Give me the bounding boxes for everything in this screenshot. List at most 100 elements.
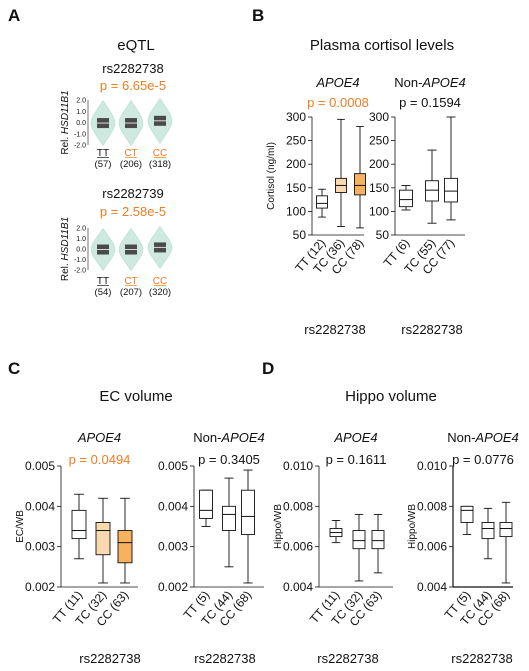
y-tick-label: 300: [286, 110, 306, 124]
boxplot-c-left: APOE4 p = 0.0494 0.002 0.003 0.004 0.005 EC/WB…: [15, 430, 138, 629]
panel-c-left-xlabel: rs2282738: [79, 651, 140, 666]
pvalue-label: p = 0.0494: [69, 452, 131, 467]
box-iqr: [460, 505, 474, 523]
box-cc: CC (63): [94, 497, 133, 629]
eqtl-ytick-label: 2.0: [76, 226, 86, 233]
y-axis-label: Cortisol (ng/ml): [266, 142, 277, 210]
y-tick-label: 0.010: [417, 459, 447, 473]
eqtl-genotype-label: CT: [124, 276, 137, 287]
subplot-title-gene: APOE4: [315, 75, 359, 90]
eqtl-ylabel: Rel. HSD11B1: [60, 217, 71, 281]
box-iqr: [95, 522, 111, 556]
y-tick-label: 0.005: [158, 459, 188, 473]
eqtl-ytick-label: 2.0: [76, 98, 86, 105]
eqtl-ylabel-gene: HSD11B1: [60, 90, 71, 134]
eqtl-genotype-label: CT: [124, 148, 137, 159]
box-iqr: [444, 177, 458, 203]
subplot-title-gene: APOE4: [333, 430, 377, 445]
subplot-title-prefix: Non-: [193, 430, 221, 445]
subplot-title: Non-APOE4: [394, 75, 466, 90]
y-tick-label: 0.004: [158, 499, 188, 513]
box-iqr: [241, 489, 255, 536]
panel-a-title: eQTL: [117, 37, 155, 54]
subplot-title: APOE4: [77, 430, 121, 445]
pvalue-label: p = 0.1594: [399, 95, 461, 110]
panel-letter-d: D: [262, 359, 274, 378]
subplot-title-gene: APOE4: [220, 430, 264, 445]
y-tick-label: 50: [293, 228, 307, 242]
box-iqr: [499, 522, 513, 538]
y-tick-label: 0.002: [158, 580, 188, 594]
y-tick-label: 150: [286, 181, 306, 195]
panel-b-right-xlabel: rs2282738: [401, 322, 462, 337]
subplot-title-prefix: Non-: [394, 75, 422, 90]
panel-letter-b: B: [252, 6, 264, 25]
y-tick-label: 0.010: [283, 459, 313, 473]
y-tick-label: 100: [369, 204, 389, 218]
y-tick-label: 0.008: [283, 499, 313, 513]
eqtl-count-label: (206): [120, 159, 142, 170]
pvalue-label: p = 0.1611: [326, 452, 387, 467]
eqtl-genotype-label: CC: [153, 276, 167, 287]
y-tick-label: 0.008: [417, 499, 447, 513]
eqtl-ylabel-prefix: Rel.: [60, 261, 71, 282]
eqtl-ylabel: Rel. HSD11B1: [60, 90, 71, 154]
panel-d-left-xlabel: rs2282738: [317, 651, 378, 666]
box-tt: TT (11): [50, 493, 87, 626]
eqtl-row-1: rs2282738 p = 6.65e-5 2.0 1.0 0.0 -1.0 -2.0Rel…: [60, 61, 173, 170]
y-axis-label: EC/WB: [15, 510, 26, 543]
subplot-title-prefix: Non-: [447, 430, 475, 445]
y-tick-label: 250: [286, 134, 306, 148]
eqtl-ytick-label: 1.0: [76, 236, 86, 243]
eqtl-count-label: (318): [149, 159, 171, 170]
box-iqr: [199, 489, 213, 519]
boxplot-d-right: Non-APOE4 p = 0.0776 0.004 0.006 0.008 0.010 H…: [407, 430, 519, 629]
box-iqr: [354, 173, 366, 196]
eqtl-ytick-label: -1.0: [74, 131, 86, 138]
y-tick-label: 0.003: [25, 540, 55, 554]
y-tick-label: 0.002: [25, 580, 55, 594]
eqtl-ytick-label: -1.0: [74, 257, 86, 264]
y-tick-label: 50: [376, 228, 390, 242]
panel-letter-c: C: [8, 359, 20, 378]
subplot-title: Non-APOE4: [193, 430, 265, 445]
eqtl-snp-label: rs2282738: [102, 61, 163, 76]
y-tick-label: 0.003: [158, 540, 188, 554]
subplot-title-gene: APOE4: [77, 430, 121, 445]
y-tick-label: 0.006: [417, 540, 447, 554]
panel-c-title: EC volume: [99, 388, 172, 405]
y-tick-label: 0.005: [25, 459, 55, 473]
subplot-title: Non-APOE4: [447, 430, 519, 445]
eqtl-count-label: (320): [149, 287, 171, 298]
eqtl-ytick-label: 1.0: [76, 109, 86, 116]
y-tick-label: 0.004: [25, 499, 55, 513]
subplot-title: APOE4: [333, 430, 377, 445]
eqtl-ylabel-prefix: Rel.: [60, 134, 71, 155]
box-iqr: [352, 530, 366, 550]
eqtl-count-label: (54): [95, 287, 112, 298]
eqtl-snp-label: rs2282739: [102, 186, 163, 201]
box-iqr: [222, 505, 236, 531]
eqtl-pvalue: p = 6.65e-5: [100, 78, 166, 93]
subplot-title-gene: APOE4: [421, 75, 465, 90]
panel-letter-a: A: [8, 6, 20, 25]
pvalue-label: p = 0.0008: [307, 95, 369, 110]
eqtl-ylabel-gene: HSD11B1: [60, 217, 71, 261]
y-tick-label: 0.006: [283, 540, 313, 554]
y-tick-label: 250: [369, 134, 389, 148]
panel-c-right-xlabel: rs2282738: [194, 651, 255, 666]
y-tick-label: 150: [369, 181, 389, 195]
eqtl-row-2: rs2282739 p = 2.58e-5 2.0 1.0 0.0 -1.0 -2.0Rel…: [60, 186, 173, 298]
pvalue-label: p = 0.0776: [452, 452, 514, 467]
box-iqr: [117, 530, 133, 564]
eqtl-ytick-label: 0.0: [76, 120, 86, 127]
subplot-title-gene: APOE4: [474, 430, 518, 445]
eqtl-ytick-label: -2.0: [74, 143, 86, 150]
eqtl-pvalue: p = 2.58e-5: [100, 204, 166, 219]
y-tick-label: 300: [369, 110, 389, 124]
y-tick-label: 100: [286, 204, 306, 218]
eqtl-count-label: (57): [95, 159, 112, 170]
